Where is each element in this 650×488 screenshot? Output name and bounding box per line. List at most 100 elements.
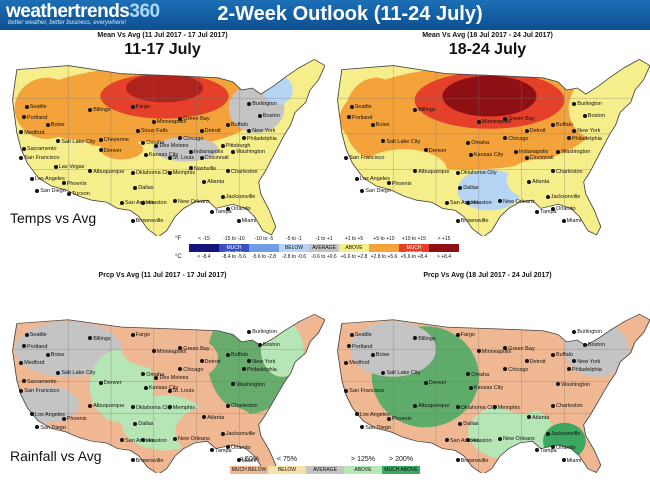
city-name: Chicago bbox=[183, 366, 204, 373]
city-label: Portland bbox=[346, 115, 372, 121]
city-marker bbox=[130, 332, 135, 337]
city-marker bbox=[413, 403, 418, 408]
city-marker bbox=[21, 344, 26, 349]
temp-legend-c-range: < -8.4 bbox=[197, 254, 211, 260]
city-label: Phoenix bbox=[386, 181, 412, 187]
city-name: Oklahoma City bbox=[135, 404, 172, 411]
city-name: Brownsville bbox=[135, 457, 164, 464]
city-marker bbox=[220, 143, 225, 148]
city-name: Buffalo bbox=[556, 352, 574, 359]
city-label: Orlando bbox=[226, 206, 251, 212]
city-marker bbox=[503, 136, 508, 141]
city-marker bbox=[21, 379, 26, 384]
city-marker bbox=[344, 155, 349, 160]
city-label: Minneapolis bbox=[151, 119, 187, 125]
city-name: Miami bbox=[241, 457, 257, 464]
city-name: Denver bbox=[428, 380, 447, 387]
city-marker bbox=[445, 438, 449, 443]
city-label: Denver bbox=[98, 380, 122, 386]
city-marker bbox=[545, 431, 550, 436]
city-label: New York bbox=[572, 359, 600, 365]
city-label: New Orleans bbox=[173, 199, 210, 205]
city-label: Medford bbox=[19, 360, 44, 366]
city-marker bbox=[19, 388, 24, 393]
city-label: Salt Lake City bbox=[56, 370, 95, 376]
city-marker bbox=[236, 458, 241, 463]
city-name: Green Bay bbox=[183, 345, 210, 352]
city-marker bbox=[468, 385, 473, 390]
city-label: Des Moines bbox=[154, 143, 188, 149]
city-label: Orlando bbox=[551, 206, 576, 212]
precip-legend: < 50% MUCH BELOW < 75% BELOW AVERAGE > 125% AB… bbox=[228, 456, 428, 486]
city-name: New York bbox=[252, 128, 276, 134]
city-marker bbox=[535, 448, 540, 453]
city-marker bbox=[344, 360, 349, 365]
city-name: Billings bbox=[418, 107, 436, 113]
city-name: Billings bbox=[93, 335, 111, 342]
city-marker bbox=[130, 170, 135, 175]
city-name: Medford bbox=[349, 360, 370, 367]
city-marker bbox=[56, 370, 61, 375]
city-marker bbox=[24, 104, 29, 109]
city-name: San Francisco bbox=[349, 155, 385, 161]
city-marker bbox=[524, 359, 529, 364]
city-marker bbox=[130, 458, 135, 463]
city-name: Memphis bbox=[497, 404, 520, 411]
city-marker bbox=[202, 415, 207, 420]
city-label: Portland bbox=[346, 344, 372, 350]
city-name: Dallas bbox=[463, 421, 479, 428]
city-label: Detroit bbox=[524, 128, 546, 134]
city-marker bbox=[503, 367, 508, 372]
precip-map-week1: Prcp Vs Avg (11 Jul 2017 - 17 Jul 2017) … bbox=[0, 268, 325, 473]
city-label: San Francisco bbox=[19, 388, 59, 394]
city-name: Miami bbox=[566, 457, 582, 464]
city-label: Dallas bbox=[133, 185, 154, 191]
city-marker bbox=[241, 367, 246, 372]
city-marker bbox=[29, 176, 34, 181]
city-label: Miami bbox=[236, 457, 257, 464]
city-name: Jacksonville bbox=[550, 431, 581, 438]
city-marker bbox=[344, 388, 349, 393]
city-marker bbox=[503, 116, 508, 121]
city-marker bbox=[381, 139, 386, 144]
city-name: Minneapolis bbox=[156, 119, 187, 125]
city-label: Houston bbox=[466, 200, 492, 206]
city-marker bbox=[247, 359, 252, 364]
city-name: Detroit bbox=[204, 358, 221, 365]
city-marker bbox=[503, 346, 508, 351]
city-label: St. Louis bbox=[167, 388, 195, 395]
city-marker bbox=[386, 416, 391, 421]
city-name: Medford bbox=[24, 129, 45, 136]
precip-legend-range: < 50% bbox=[238, 456, 260, 463]
city-label: Kansas City bbox=[143, 385, 178, 391]
city-marker bbox=[21, 115, 26, 120]
city-marker bbox=[188, 149, 193, 154]
city-label: Boise bbox=[370, 122, 390, 128]
temp-legend-c-range: +0.6 to +2.8 bbox=[340, 254, 368, 260]
city-name: St. Louis bbox=[172, 388, 195, 395]
city-label: Brownsville bbox=[130, 218, 163, 224]
city-marker bbox=[572, 329, 577, 334]
temp-legend-swatch bbox=[189, 244, 219, 252]
city-label: Charleston bbox=[551, 403, 583, 409]
city-label: New Orleans bbox=[173, 436, 210, 442]
city-label: Charleston bbox=[551, 169, 583, 175]
temp-map-week1: Mean Vs Avg (11 Jul 2017 - 17 Jul 2017) … bbox=[0, 31, 325, 236]
city-label: Seattle bbox=[349, 332, 372, 338]
city-marker bbox=[498, 436, 502, 441]
city-marker bbox=[120, 200, 124, 205]
city-label: Albuquerque bbox=[88, 403, 124, 409]
city-marker bbox=[582, 342, 587, 347]
city-label: Boston bbox=[257, 113, 280, 119]
city-label: Los Angeles bbox=[29, 176, 65, 182]
city-label: Jacksonville bbox=[545, 194, 580, 200]
city-marker bbox=[257, 113, 262, 118]
city-label: Detroit bbox=[199, 358, 221, 365]
city-marker bbox=[386, 181, 391, 186]
city-label: Las Vegas bbox=[53, 164, 84, 170]
city-marker bbox=[199, 128, 204, 133]
city-name: Cincinnati bbox=[204, 155, 229, 161]
city-name: Seattle bbox=[354, 104, 372, 110]
city-label: Denver bbox=[423, 380, 447, 387]
city-label: Houston bbox=[141, 200, 167, 206]
